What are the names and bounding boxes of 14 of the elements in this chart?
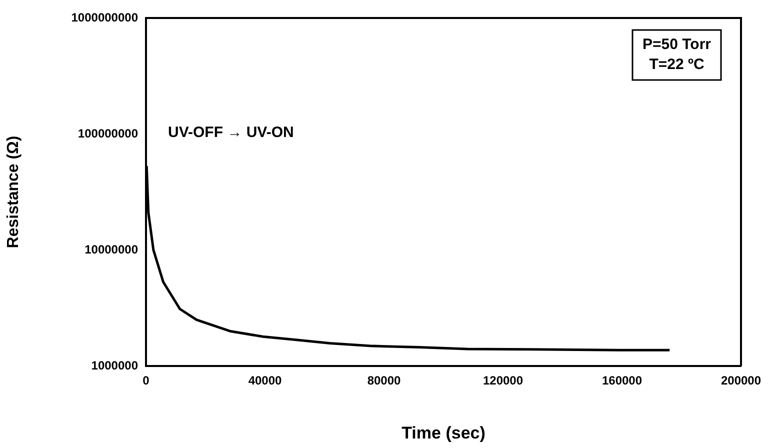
- x-tick-label: 160000: [602, 374, 642, 388]
- x-tick-label: 120000: [482, 374, 524, 388]
- x-tick-label: 0: [142, 374, 150, 388]
- y-axis-title: Resistance (Ω): [5, 136, 22, 248]
- x-tick-label: 40000: [248, 374, 282, 388]
- x-axis-title: Time (sec): [402, 423, 486, 442]
- y-tick-label: 100000000: [78, 126, 138, 140]
- annotation: UV-OFF → UV-ON: [168, 124, 294, 142]
- y-tick-label: 10000000: [84, 242, 138, 256]
- y-tick-label: 1000000: [91, 358, 138, 372]
- x-tick-label: 80000: [367, 374, 402, 388]
- annotation: P=50 Torr T=22 ºC: [642, 36, 712, 74]
- y-tick-label: 1000000000: [71, 10, 138, 24]
- x-tick-label: 200000: [720, 374, 762, 388]
